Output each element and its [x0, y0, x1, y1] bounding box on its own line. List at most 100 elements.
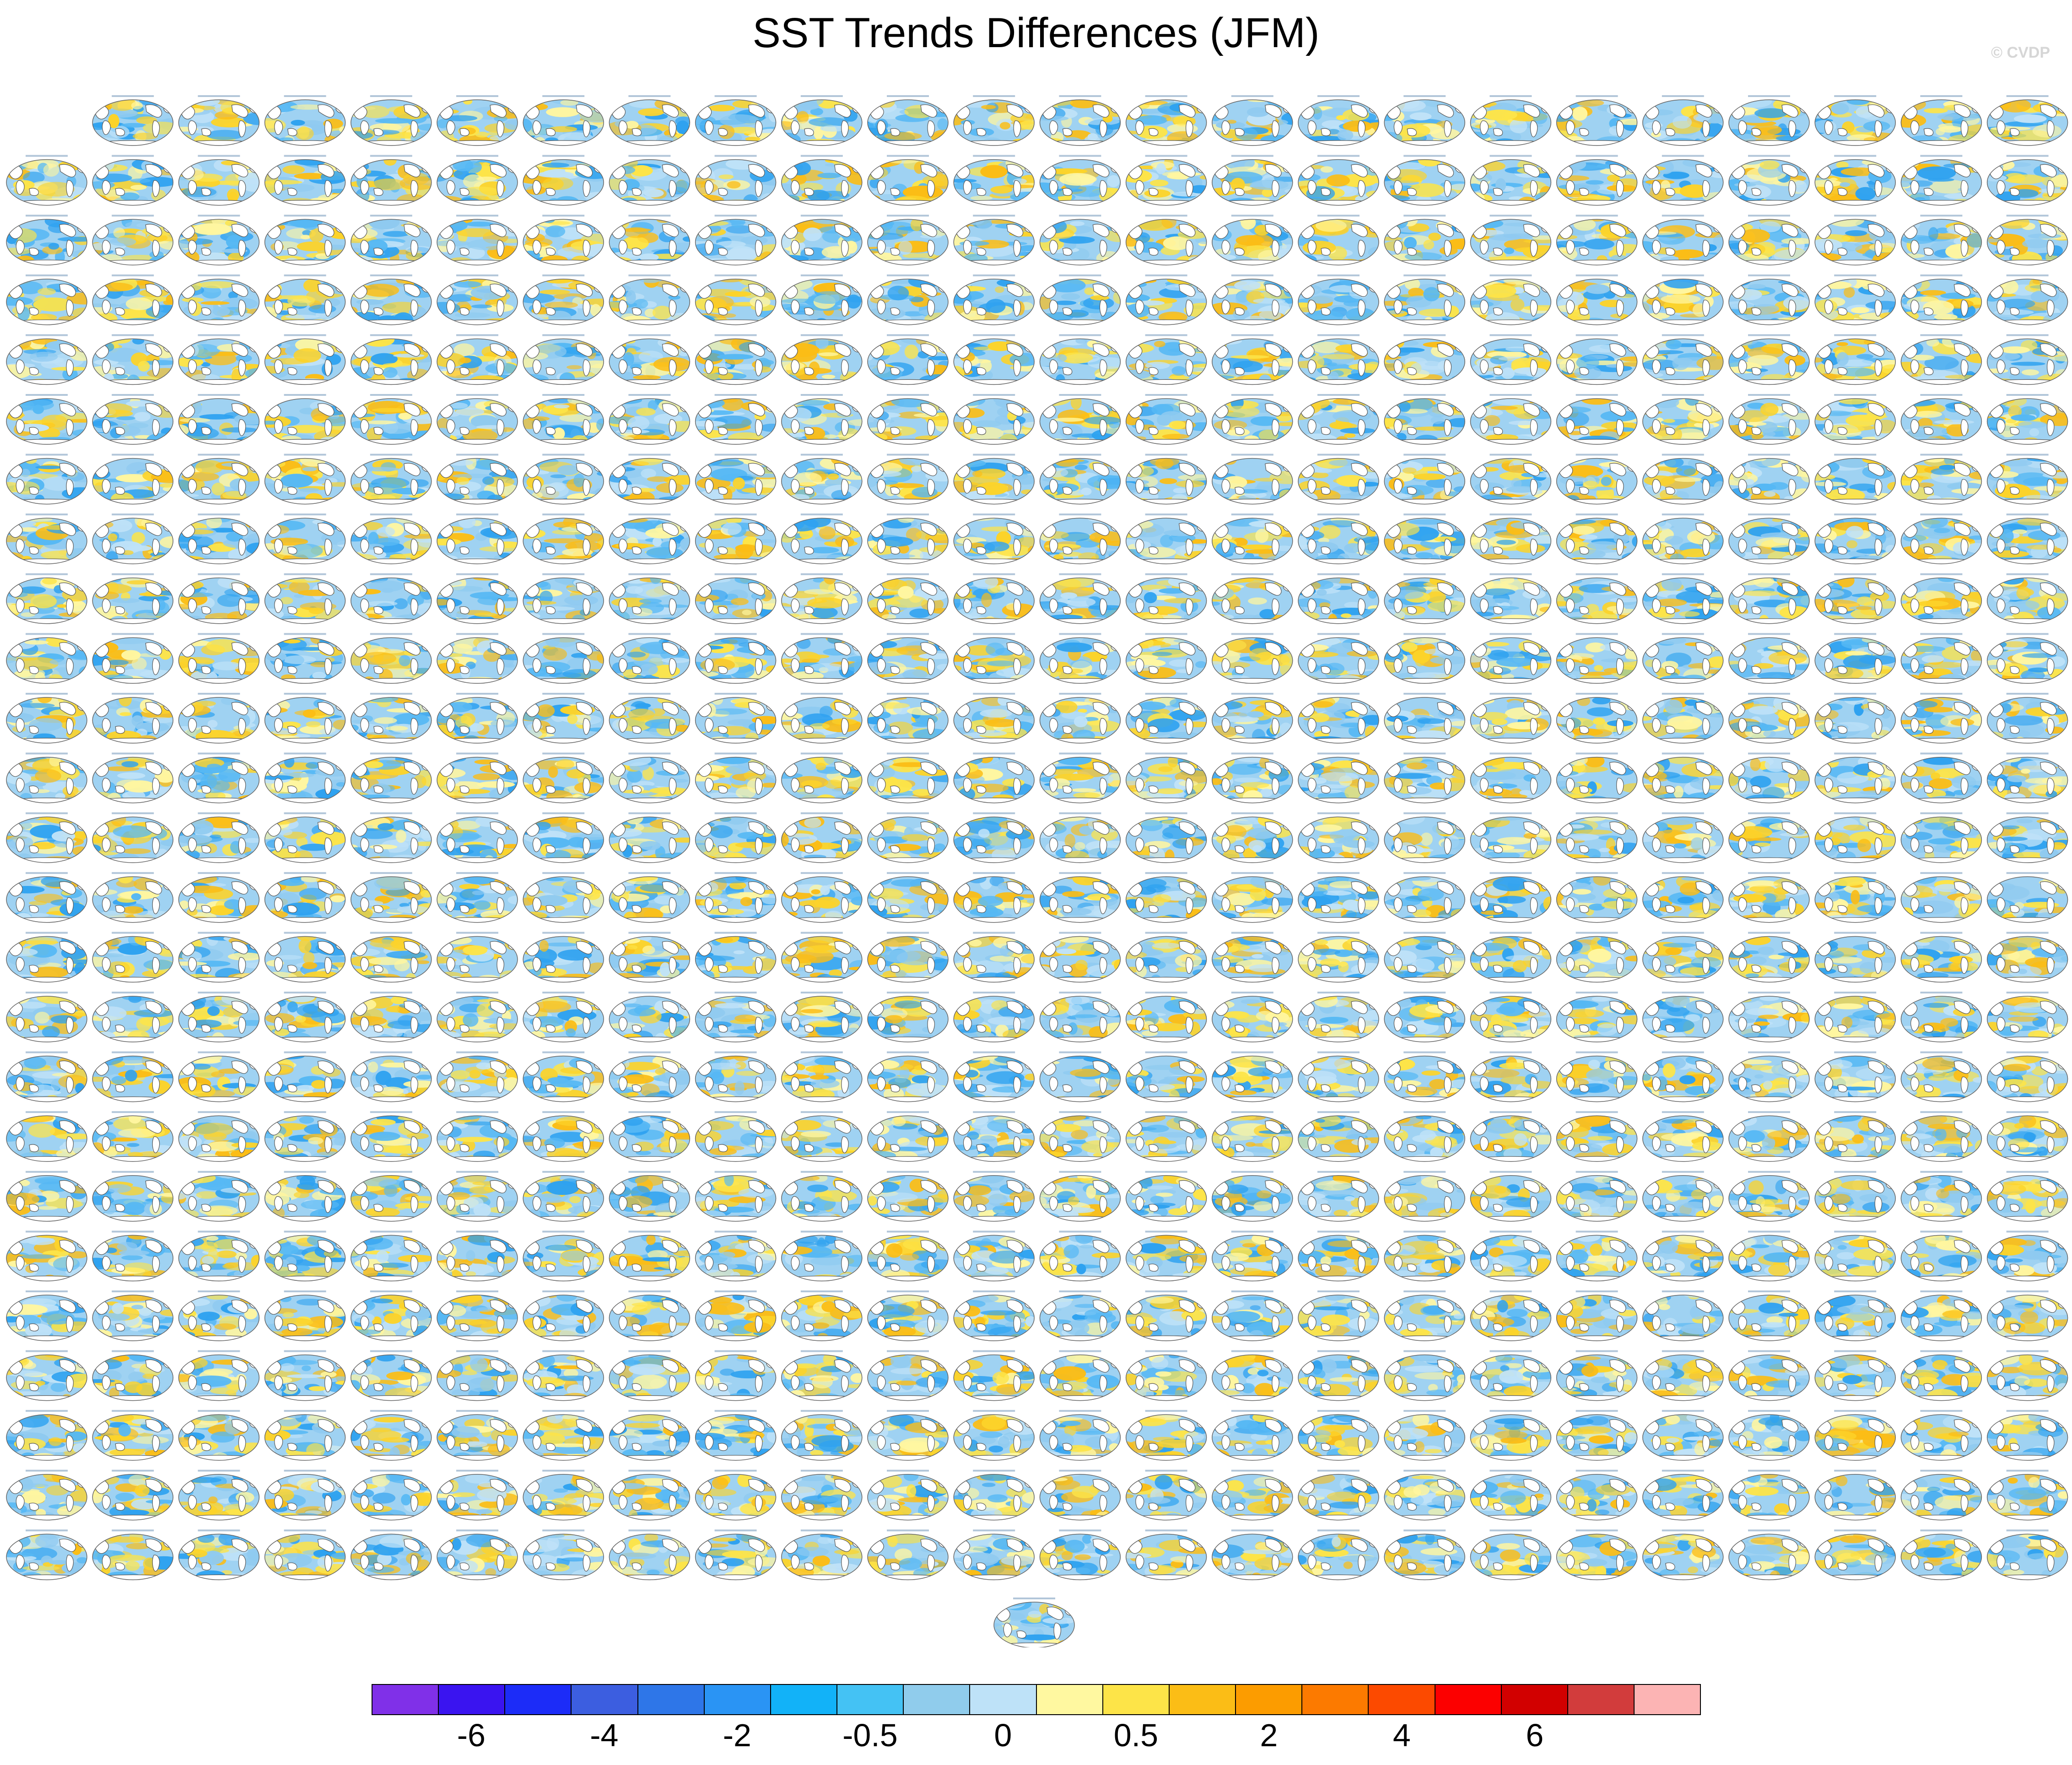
map-panel [351, 1231, 432, 1282]
map-panel [1125, 274, 1207, 325]
map-panel [1298, 573, 1379, 624]
map-panel [1556, 1350, 1638, 1401]
map-panel [695, 992, 777, 1042]
map-panel [1986, 453, 2068, 505]
map-panel [1384, 1529, 1465, 1581]
map-panel [92, 693, 173, 744]
map-panel [178, 1111, 260, 1162]
map-panel [437, 1290, 518, 1341]
map-panel [1125, 633, 1207, 684]
map-panel [781, 812, 863, 863]
map-panel [264, 215, 346, 265]
map-panel [351, 752, 432, 804]
map-panel [1642, 1051, 1724, 1102]
map-panel [1384, 872, 1465, 923]
map-panel [351, 1290, 432, 1341]
map-panel [609, 274, 691, 325]
map-panel [1125, 513, 1207, 564]
map-panel [178, 932, 260, 983]
map-panel [1814, 1350, 1896, 1401]
map-panel [1212, 155, 1293, 206]
map-panel [1728, 1171, 1810, 1222]
map-panel [1986, 513, 2068, 564]
map-panel [1470, 1469, 1552, 1521]
map-panel [1986, 394, 2068, 445]
map-panel [781, 453, 863, 505]
map-panel [92, 453, 173, 505]
colorbar-swatch [704, 1685, 771, 1714]
map-panel [437, 215, 518, 265]
map-panel [1212, 1469, 1293, 1521]
map-panel [781, 1469, 863, 1521]
map-panel [1039, 1111, 1121, 1162]
map-panel [1039, 992, 1121, 1042]
map-panel [609, 573, 691, 624]
map-panel [1814, 752, 1896, 804]
map-panel [1728, 155, 1810, 206]
map-panel [437, 1231, 518, 1282]
map-panel [1125, 334, 1207, 385]
map-panel [609, 1410, 691, 1461]
map-panel [437, 1051, 518, 1102]
map-panel [781, 1171, 863, 1222]
map-panel [1556, 1290, 1638, 1341]
colorbar-tick-label: -6 [457, 1717, 486, 1754]
map-panel [1728, 1231, 1810, 1282]
map-panel [953, 1111, 1035, 1162]
map-panel [867, 155, 949, 206]
map-panel [1556, 992, 1638, 1042]
map-panel [178, 274, 260, 325]
map-panel [1384, 334, 1465, 385]
map-panel [1470, 513, 1552, 564]
map-panel [695, 513, 777, 564]
map-panel [695, 95, 777, 146]
map-panel [523, 1111, 604, 1162]
map-panel [92, 1051, 173, 1102]
map-panel [92, 992, 173, 1042]
map-panel [695, 1111, 777, 1162]
map-panel [867, 1051, 949, 1102]
colorbar [372, 1684, 1701, 1715]
map-panel [1298, 1231, 1379, 1282]
map-panel [1900, 334, 1982, 385]
map-panel [523, 872, 604, 923]
map-panel [1212, 693, 1293, 744]
map-panel [178, 1171, 260, 1222]
map-panel [1986, 1350, 2068, 1401]
map-panel [1212, 872, 1293, 923]
map-panel [1039, 394, 1121, 445]
map-panel [1556, 1171, 1638, 1222]
map-panel [1039, 693, 1121, 744]
map-panel [1900, 1111, 1982, 1162]
map-panel [1384, 1350, 1465, 1401]
map-panel [1642, 932, 1724, 983]
map-panel [1125, 1171, 1207, 1222]
map-panel [351, 992, 432, 1042]
map-panel [1384, 633, 1465, 684]
map-panel [1900, 573, 1982, 624]
map-panel [1900, 1469, 1982, 1521]
map-panel [1814, 394, 1896, 445]
map-panel [695, 693, 777, 744]
map-panel [781, 334, 863, 385]
map-panel [1556, 872, 1638, 923]
map-panel [1728, 513, 1810, 564]
map-panel [6, 752, 87, 804]
map-panel [6, 1529, 87, 1581]
map-panel [1384, 1051, 1465, 1102]
map-panel [351, 513, 432, 564]
map-panel [1728, 1290, 1810, 1341]
map-panel [523, 334, 604, 385]
map-panel [867, 394, 949, 445]
map-panel [6, 812, 87, 863]
map-panel [609, 932, 691, 983]
map-panel [92, 812, 173, 863]
map-panel [1900, 932, 1982, 983]
map-panel [1728, 215, 1810, 265]
map-panel [781, 992, 863, 1042]
map-panel [867, 872, 949, 923]
colorbar-swatch [1568, 1685, 1635, 1714]
map-panel [178, 752, 260, 804]
colorbar-tick-label: -4 [590, 1717, 618, 1754]
colorbar-swatch [1501, 1685, 1568, 1714]
